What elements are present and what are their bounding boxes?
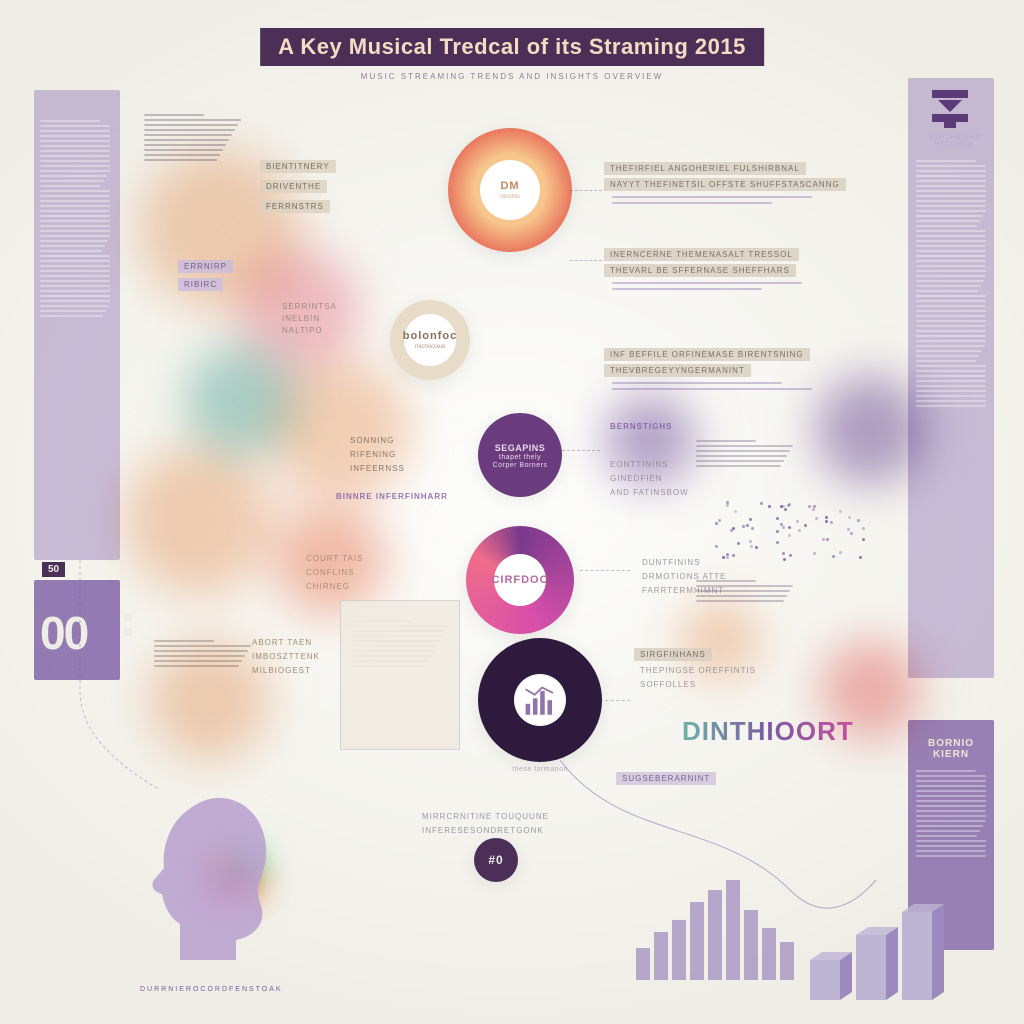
donut-6-label: #0 [488,853,503,867]
textblock-1 [40,120,110,317]
donut-4-hole: CIRFDOC [494,554,546,606]
brand-logo-caption: NORTHRIGHT RECORDS [914,134,994,148]
donut-3-l0: SEGAPINS [495,443,546,453]
donut-5 [478,638,602,762]
connector-2 [562,450,600,451]
donut-2-label: bolonfoc [403,330,457,342]
tag-4: RIBIRC [178,278,223,291]
tag-2: FERRNSTRS [260,200,330,213]
footer-label: DURRNIEROCORDFENSTOAK [140,986,283,993]
tag-34: SUGSEBERARNINT [616,772,716,785]
tag-31: SIRGFINHANS [634,648,712,661]
stat-pip-1 [124,614,132,622]
dot-cluster [714,500,864,560]
connector-4 [600,700,630,701]
donut-1-hole: DM records [480,160,540,220]
line-5 [612,388,812,390]
tag-19: NAYYT THEFINETSIL OFFSTE SHUFFSTASCANNG [604,178,846,191]
textblock-2 [916,160,986,407]
donut-1-label: DM [500,180,519,192]
donut-3-l1: thapet thely [499,454,541,461]
tag-9: RIFENING [344,448,402,461]
textblock-6 [696,440,846,467]
tag-12: COURT TAIS [300,552,369,565]
line-4 [612,382,782,384]
connector-1 [570,260,602,261]
right-sidebar-heading: BORNIO KIERN [914,738,988,760]
tag-26: GINEDFIEN [604,472,669,485]
tag-0: BIENTITNERY [260,160,336,173]
bar-6 [744,910,758,980]
donut-2: bolonfoc michocceal [390,300,470,380]
brand-logo [924,86,976,130]
tag-13: CONFLINS [300,566,360,579]
tag-32: THEPINGSE OREFFINTIS [634,664,762,677]
tag-28: DUNTFININS [636,556,706,569]
bar-1 [654,932,668,980]
bar-5 [726,880,740,980]
textblock-0 [144,114,244,161]
tag-33: SOFFOLLES [634,678,702,691]
blur-blob-4 [125,445,275,595]
donut-5-caption: these formation [490,766,590,773]
donut-4: CIRFDOC [466,526,574,634]
tag-7: naltipo [276,324,329,337]
textblock-7 [696,580,846,602]
line-3 [612,288,762,290]
donut-2-sub: michocceal [415,344,445,350]
infographic-canvas: A Key Musical Tredcal of its Straming 20… [0,0,1024,1024]
bar-4 [708,890,722,980]
page-title: A Key Musical Tredcal of its Straming 20… [260,28,764,66]
tag-18: THEFIRFIEL ANGOHERIEL FULSHIRBNAL [604,162,806,175]
tag-23: THEVBREGEYYNGERMANINT [604,364,751,377]
donut-2-hole: bolonfoc michocceal [404,314,456,366]
tag-21: THEVARL BE SFFERNASE SHEFFHARS [604,264,796,277]
connector-3 [580,570,630,571]
tag-36: INFERESESONDRETGONK [416,824,550,837]
tag-20: INERNCERNE THEMENASALT TRESSOL [604,248,799,261]
bar-chart-3d [810,900,970,1010]
bar-chart [636,880,794,980]
tag-14: CHIRNEG [300,580,356,593]
line-1 [612,202,772,204]
line-2 [612,282,802,284]
tag-35: MIRRCRNITINE TOUQUUNE [416,810,555,823]
blur-blob-3 [270,360,410,500]
head-silhouette [140,790,280,960]
donut-3-l2: Corper Borners [493,462,548,469]
donut-1: DM records [448,128,572,252]
tag-27: AND FATINSBOW [604,486,695,499]
donut-6: #0 [474,838,518,882]
tag-8: SONNING [344,434,400,447]
donut-1-sub: records [500,194,520,200]
textblock-3 [916,770,986,857]
left-stat-top: 50 [42,562,65,577]
tag-25: EONTTININS [604,458,674,471]
tag-1: DRIVENTHE [260,180,327,193]
bar-8 [780,942,794,980]
tag-11: BINNRE INFERFINHARR [330,490,454,503]
brand-word: DINTHIOORT [682,716,854,747]
blur-blob-8 [815,375,925,485]
textblock-4 [154,640,274,667]
bar-0 [636,948,650,980]
bar-3 [690,902,704,980]
tag-3: ERRNIRP [178,260,233,273]
info-card [340,600,460,750]
donut-3: SEGAPINSthapet thelyCorper Borners [478,413,562,497]
tag-22: INF BEFFILE ORFINEMASE BIRENTSNING [604,348,810,361]
line-0 [612,196,812,198]
bar-7 [762,928,776,980]
tag-10: INFEERNSS [344,462,411,475]
bar-2 [672,920,686,980]
donut-4-label: CIRFDOC [491,574,548,586]
stat-pip-2 [124,628,132,636]
donut-5-hole [514,674,566,726]
left-stat-number: 00 [40,606,87,660]
connector-0 [570,190,602,191]
tag-24: BERNSTIGHS [604,420,678,433]
page-subtitle: MUSIC STREAMING TRENDS AND INSIGHTS OVER… [361,72,663,81]
